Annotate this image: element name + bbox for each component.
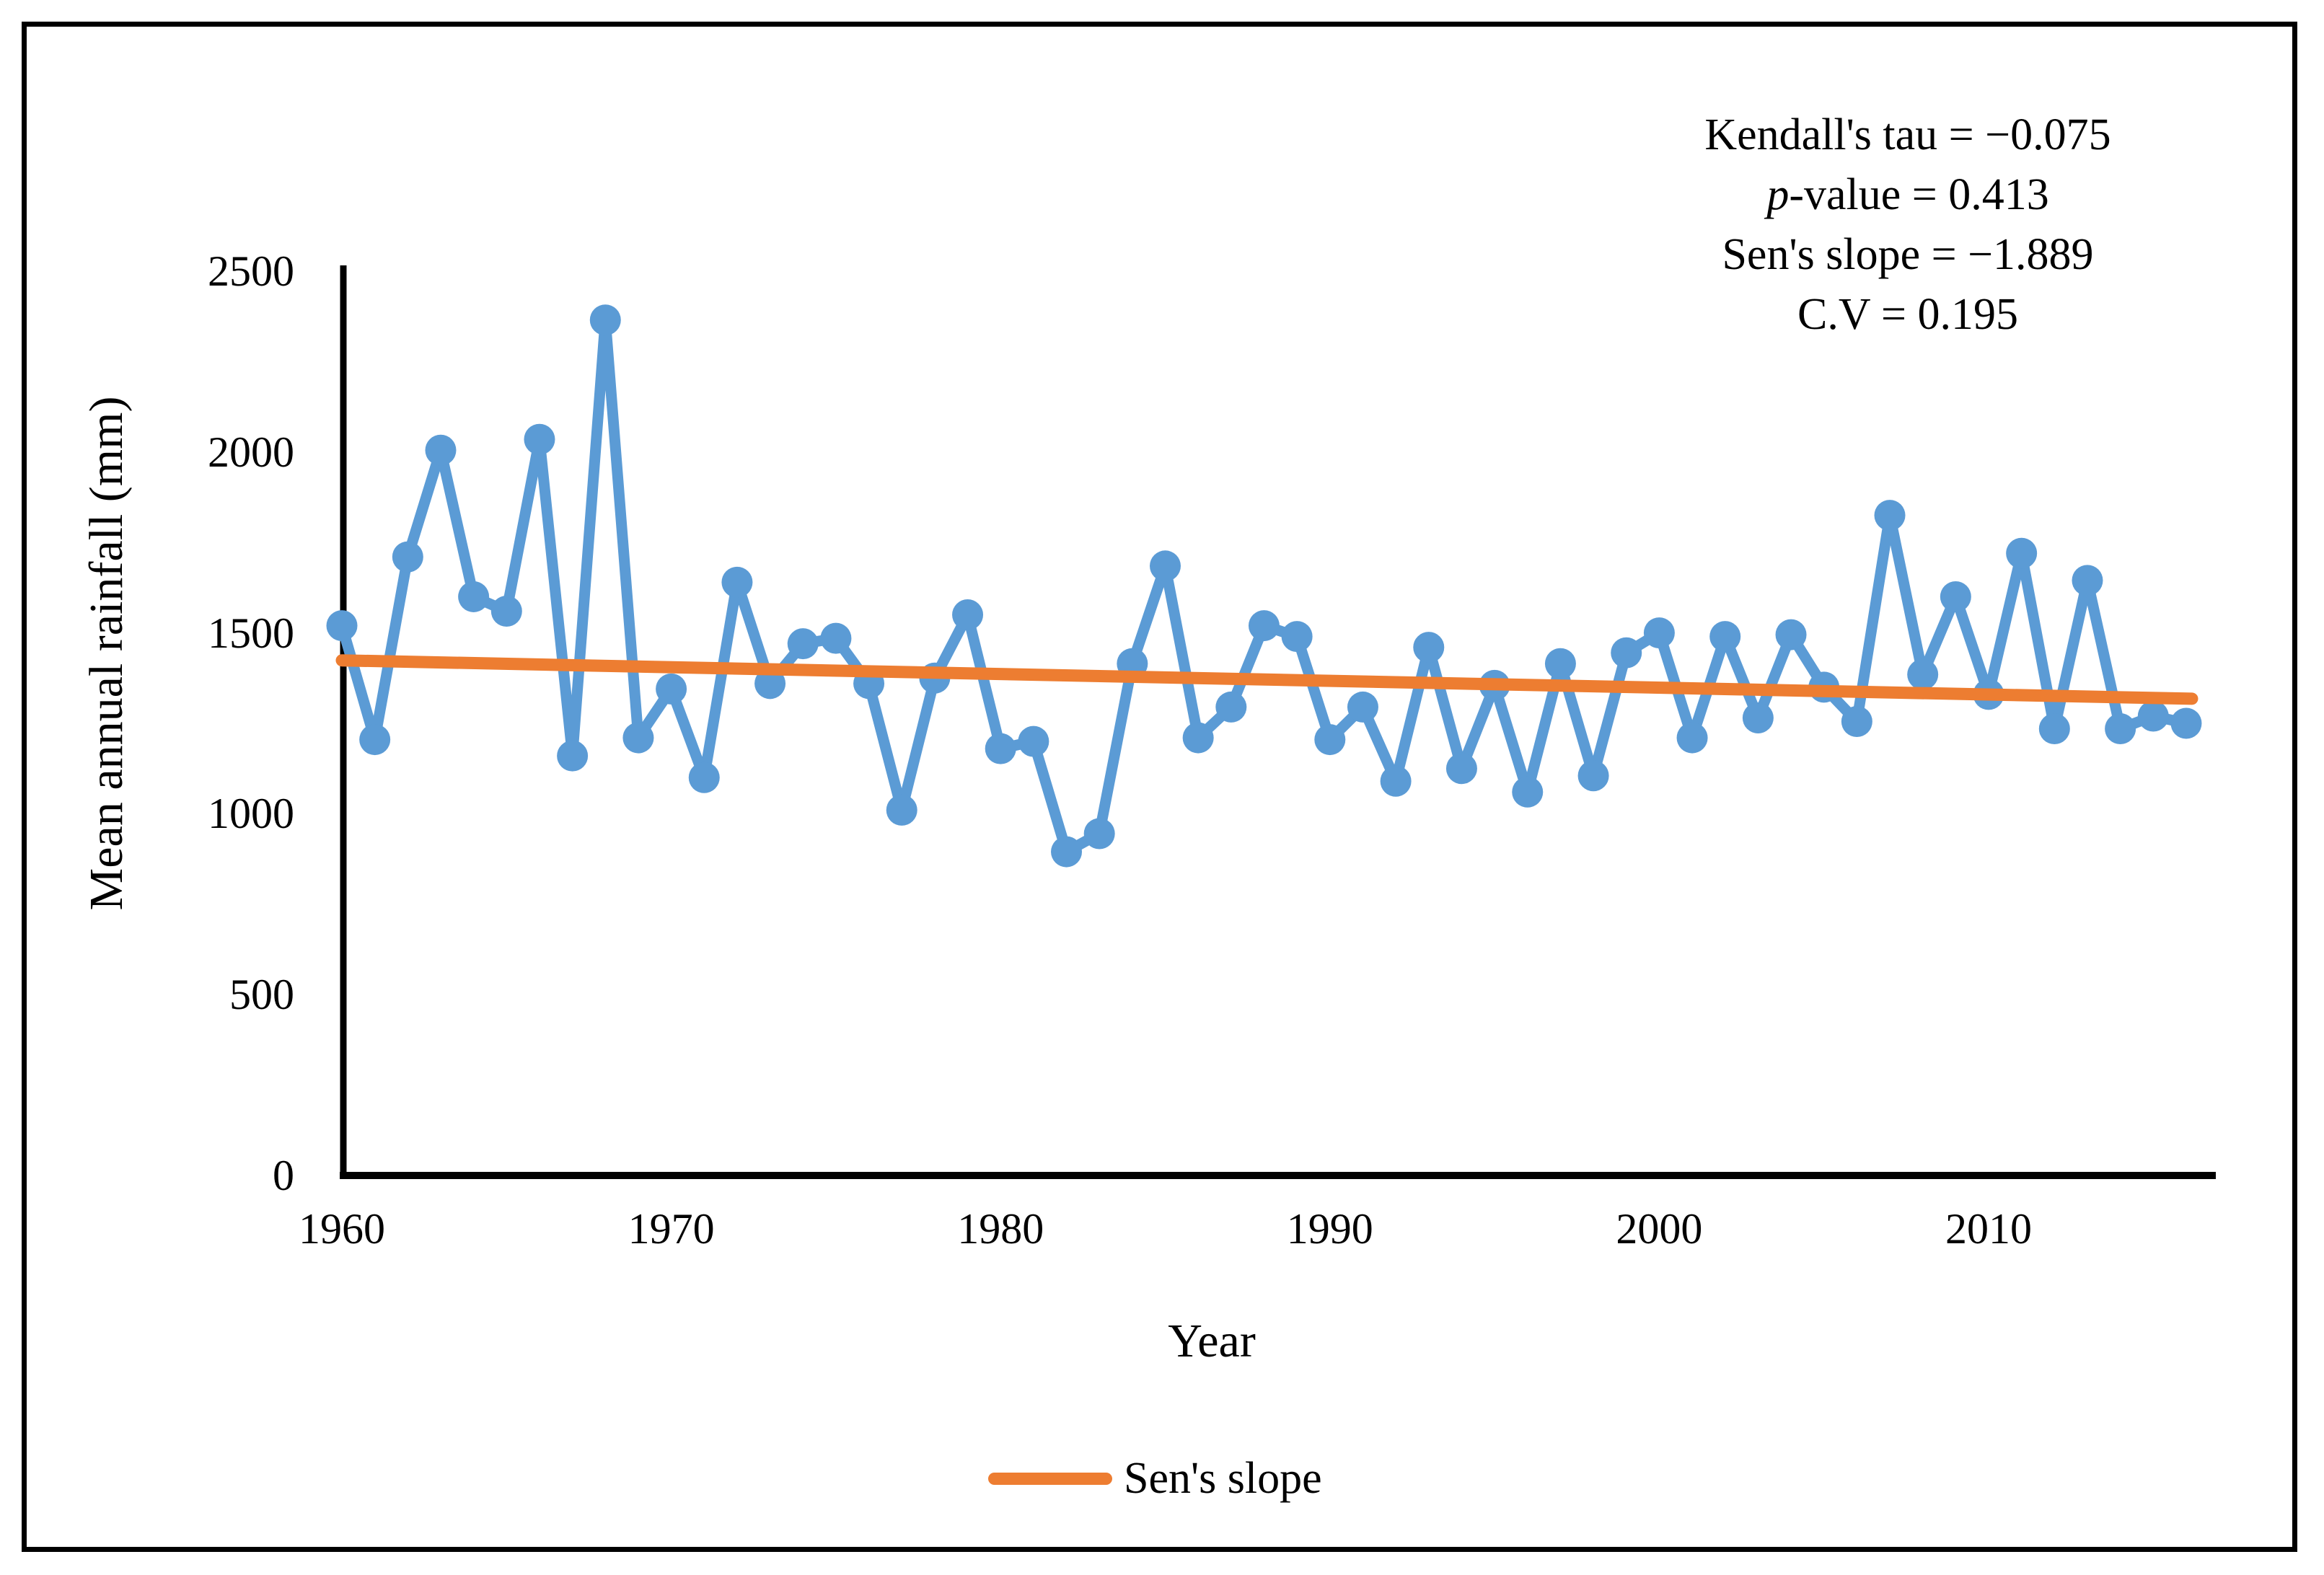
- data-point-marker: [425, 434, 457, 466]
- x-tick-label: 2000: [1616, 1205, 1703, 1253]
- data-point-marker: [1841, 705, 1872, 737]
- figure-border: [22, 22, 2297, 1552]
- data-point-marker: [1512, 776, 1544, 808]
- data-point-marker: [326, 610, 358, 642]
- data-point-marker: [721, 566, 753, 598]
- data-point-marker: [1676, 722, 1708, 754]
- data-point-marker: [2105, 713, 2136, 745]
- data-point-marker: [1182, 722, 1214, 754]
- data-point-marker: [1709, 621, 1741, 653]
- data-point-marker: [2072, 565, 2103, 596]
- data-point-marker: [1380, 765, 1412, 797]
- x-tick-label: 1970: [628, 1205, 715, 1253]
- data-point-marker: [1874, 500, 1906, 531]
- data-point-marker: [1643, 617, 1675, 649]
- data-point-marker: [1544, 648, 1576, 679]
- data-point-marker: [2170, 707, 2202, 739]
- data-point-marker: [1445, 753, 1477, 785]
- data-point-marker: [622, 722, 654, 754]
- data-point-marker: [1248, 610, 1280, 642]
- data-point-marker: [1347, 691, 1378, 723]
- stats-annotation-line: C.V = 0.195: [1797, 290, 2018, 339]
- data-point-marker: [1577, 760, 1609, 792]
- y-tick-label: 1000: [208, 790, 294, 838]
- x-tick-label: 1960: [299, 1205, 385, 1253]
- data-point-marker: [656, 673, 687, 705]
- data-point-marker: [589, 304, 621, 336]
- x-axis-title: Year: [1168, 1315, 1256, 1367]
- data-point-marker: [1907, 658, 1939, 690]
- data-point-marker: [1742, 702, 1774, 733]
- x-tick-label: 1980: [957, 1205, 1044, 1253]
- stats-annotation-line: Kendall's tau = −0.075: [1704, 110, 2111, 159]
- trendline-legend-icon: [988, 1472, 1112, 1485]
- data-point-marker: [754, 668, 786, 700]
- x-tick-label: 2010: [1945, 1205, 2032, 1253]
- data-point-marker: [1083, 818, 1115, 850]
- x-tick-label: 1990: [1286, 1205, 1373, 1253]
- data-point-marker: [1775, 619, 1807, 650]
- data-point-marker: [1281, 621, 1313, 653]
- y-tick-label: 500: [229, 971, 294, 1019]
- data-point-marker: [2038, 713, 2070, 745]
- data-point-marker: [886, 794, 917, 826]
- data-point-marker: [2137, 700, 2169, 732]
- data-point-marker: [524, 423, 555, 455]
- data-point-marker: [1150, 550, 1181, 582]
- data-point-marker: [1413, 632, 1445, 663]
- data-point-marker: [1051, 836, 1083, 868]
- y-tick-label: 2500: [208, 247, 294, 295]
- data-point-marker: [1611, 637, 1642, 669]
- stats-annotation-line: Sen's slope = −1.889: [1722, 230, 2094, 279]
- data-point-marker: [820, 622, 852, 654]
- y-axis-title: Mean annual rainfall (mm): [80, 396, 133, 911]
- data-point-marker: [787, 628, 819, 660]
- data-point-marker: [490, 596, 522, 627]
- data-point-marker: [1215, 691, 1247, 723]
- data-point-marker: [458, 581, 490, 612]
- data-point-marker: [359, 724, 391, 756]
- y-tick-label: 2000: [208, 428, 294, 476]
- data-point-marker: [392, 541, 423, 573]
- y-tick-label: 1500: [208, 609, 294, 657]
- stats-annotation: Kendall's tau = −0.075 p-value = 0.413 Sen…: [1547, 105, 2268, 345]
- data-point-marker: [2006, 537, 2038, 569]
- data-point-marker: [1018, 725, 1049, 757]
- data-point-marker: [1314, 724, 1346, 756]
- legend: Sen's slope: [988, 1451, 1322, 1506]
- data-point-marker: [557, 740, 589, 772]
- stats-annotation-line: p-value = 0.413: [1766, 170, 2049, 219]
- data-point-marker: [952, 599, 984, 631]
- rainfall-series-line: [336, 314, 2192, 857]
- sens-slope-trendline: [335, 654, 2198, 705]
- y-tick-label: 0: [273, 1152, 294, 1199]
- legend-label: Sen's slope: [1124, 1454, 1322, 1503]
- data-point-marker: [985, 733, 1016, 764]
- italic-prefix: p: [1766, 170, 1790, 219]
- data-point-marker: [1940, 581, 1971, 612]
- data-point-marker: [688, 762, 720, 793]
